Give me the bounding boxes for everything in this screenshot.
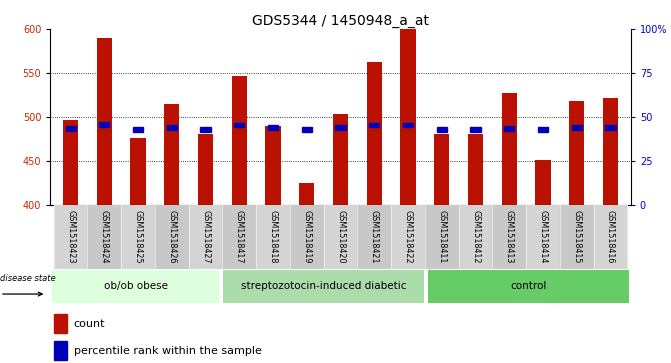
Bar [470, 127, 480, 132]
Text: GSM1518411: GSM1518411 [437, 210, 446, 264]
Bar [256, 205, 290, 269]
Bar [323, 205, 358, 269]
Bar [358, 205, 391, 269]
Bar [54, 314, 67, 333]
Bar [97, 38, 112, 205]
Text: GSM1518415: GSM1518415 [572, 210, 581, 264]
Bar [63, 120, 78, 205]
Bar [369, 123, 379, 127]
Bar [391, 205, 425, 269]
Bar [427, 270, 629, 303]
Text: GSM1518419: GSM1518419 [303, 210, 311, 264]
Bar [231, 76, 247, 205]
Bar [403, 123, 413, 127]
Bar [572, 125, 582, 130]
Text: GSM1518412: GSM1518412 [471, 210, 480, 264]
Text: ob/ob obese: ob/ob obese [104, 281, 168, 291]
Bar [99, 122, 109, 127]
Text: GSM1518425: GSM1518425 [134, 210, 142, 264]
Text: GSM1518418: GSM1518418 [268, 210, 278, 264]
Bar [603, 98, 618, 205]
Bar [223, 270, 424, 303]
Bar [234, 123, 244, 127]
Bar [468, 134, 483, 205]
Bar [299, 183, 315, 205]
Text: control: control [510, 281, 546, 291]
Text: GSM1518422: GSM1518422 [403, 210, 413, 264]
Bar [266, 126, 280, 205]
Text: GSM1518414: GSM1518414 [539, 210, 548, 264]
Bar [504, 126, 514, 131]
Bar [425, 205, 459, 269]
Bar [302, 127, 312, 132]
Bar [401, 29, 415, 205]
Bar [437, 127, 447, 132]
Bar [459, 205, 493, 269]
Text: GSM1518416: GSM1518416 [606, 210, 615, 264]
Text: streptozotocin-induced diabetic: streptozotocin-induced diabetic [241, 281, 406, 291]
Bar [121, 205, 155, 269]
Text: percentile rank within the sample: percentile rank within the sample [74, 346, 262, 356]
Text: GSM1518421: GSM1518421 [370, 210, 378, 264]
Bar [333, 114, 348, 205]
Bar [538, 127, 548, 132]
Bar [535, 160, 551, 205]
Text: GSM1518423: GSM1518423 [66, 210, 75, 264]
Bar [222, 205, 256, 269]
Bar [201, 127, 211, 132]
Bar [66, 126, 76, 131]
Text: GSM1518424: GSM1518424 [100, 210, 109, 264]
Bar [605, 125, 615, 130]
Text: count: count [74, 319, 105, 329]
Bar [189, 205, 222, 269]
Text: GSM1518426: GSM1518426 [167, 210, 176, 264]
Bar [502, 93, 517, 205]
Bar [336, 125, 346, 130]
Text: GSM1518413: GSM1518413 [505, 210, 514, 264]
Bar [164, 104, 179, 205]
Title: GDS5344 / 1450948_a_at: GDS5344 / 1450948_a_at [252, 14, 429, 28]
Bar [87, 205, 121, 269]
Bar [130, 138, 146, 205]
Bar [594, 205, 627, 269]
Text: GSM1518420: GSM1518420 [336, 210, 345, 264]
Text: disease state: disease state [0, 274, 56, 283]
Bar [366, 62, 382, 205]
Bar [569, 101, 584, 205]
Bar [52, 270, 219, 303]
Bar [54, 341, 67, 360]
Bar [167, 125, 177, 130]
Bar [434, 134, 450, 205]
Bar [526, 205, 560, 269]
Bar [493, 205, 526, 269]
Bar [155, 205, 189, 269]
Text: GSM1518417: GSM1518417 [235, 210, 244, 264]
Bar [560, 205, 594, 269]
Bar [54, 205, 87, 269]
Bar [268, 125, 278, 130]
Bar [198, 134, 213, 205]
Bar [133, 127, 143, 132]
Bar [290, 205, 323, 269]
Text: GSM1518427: GSM1518427 [201, 210, 210, 264]
